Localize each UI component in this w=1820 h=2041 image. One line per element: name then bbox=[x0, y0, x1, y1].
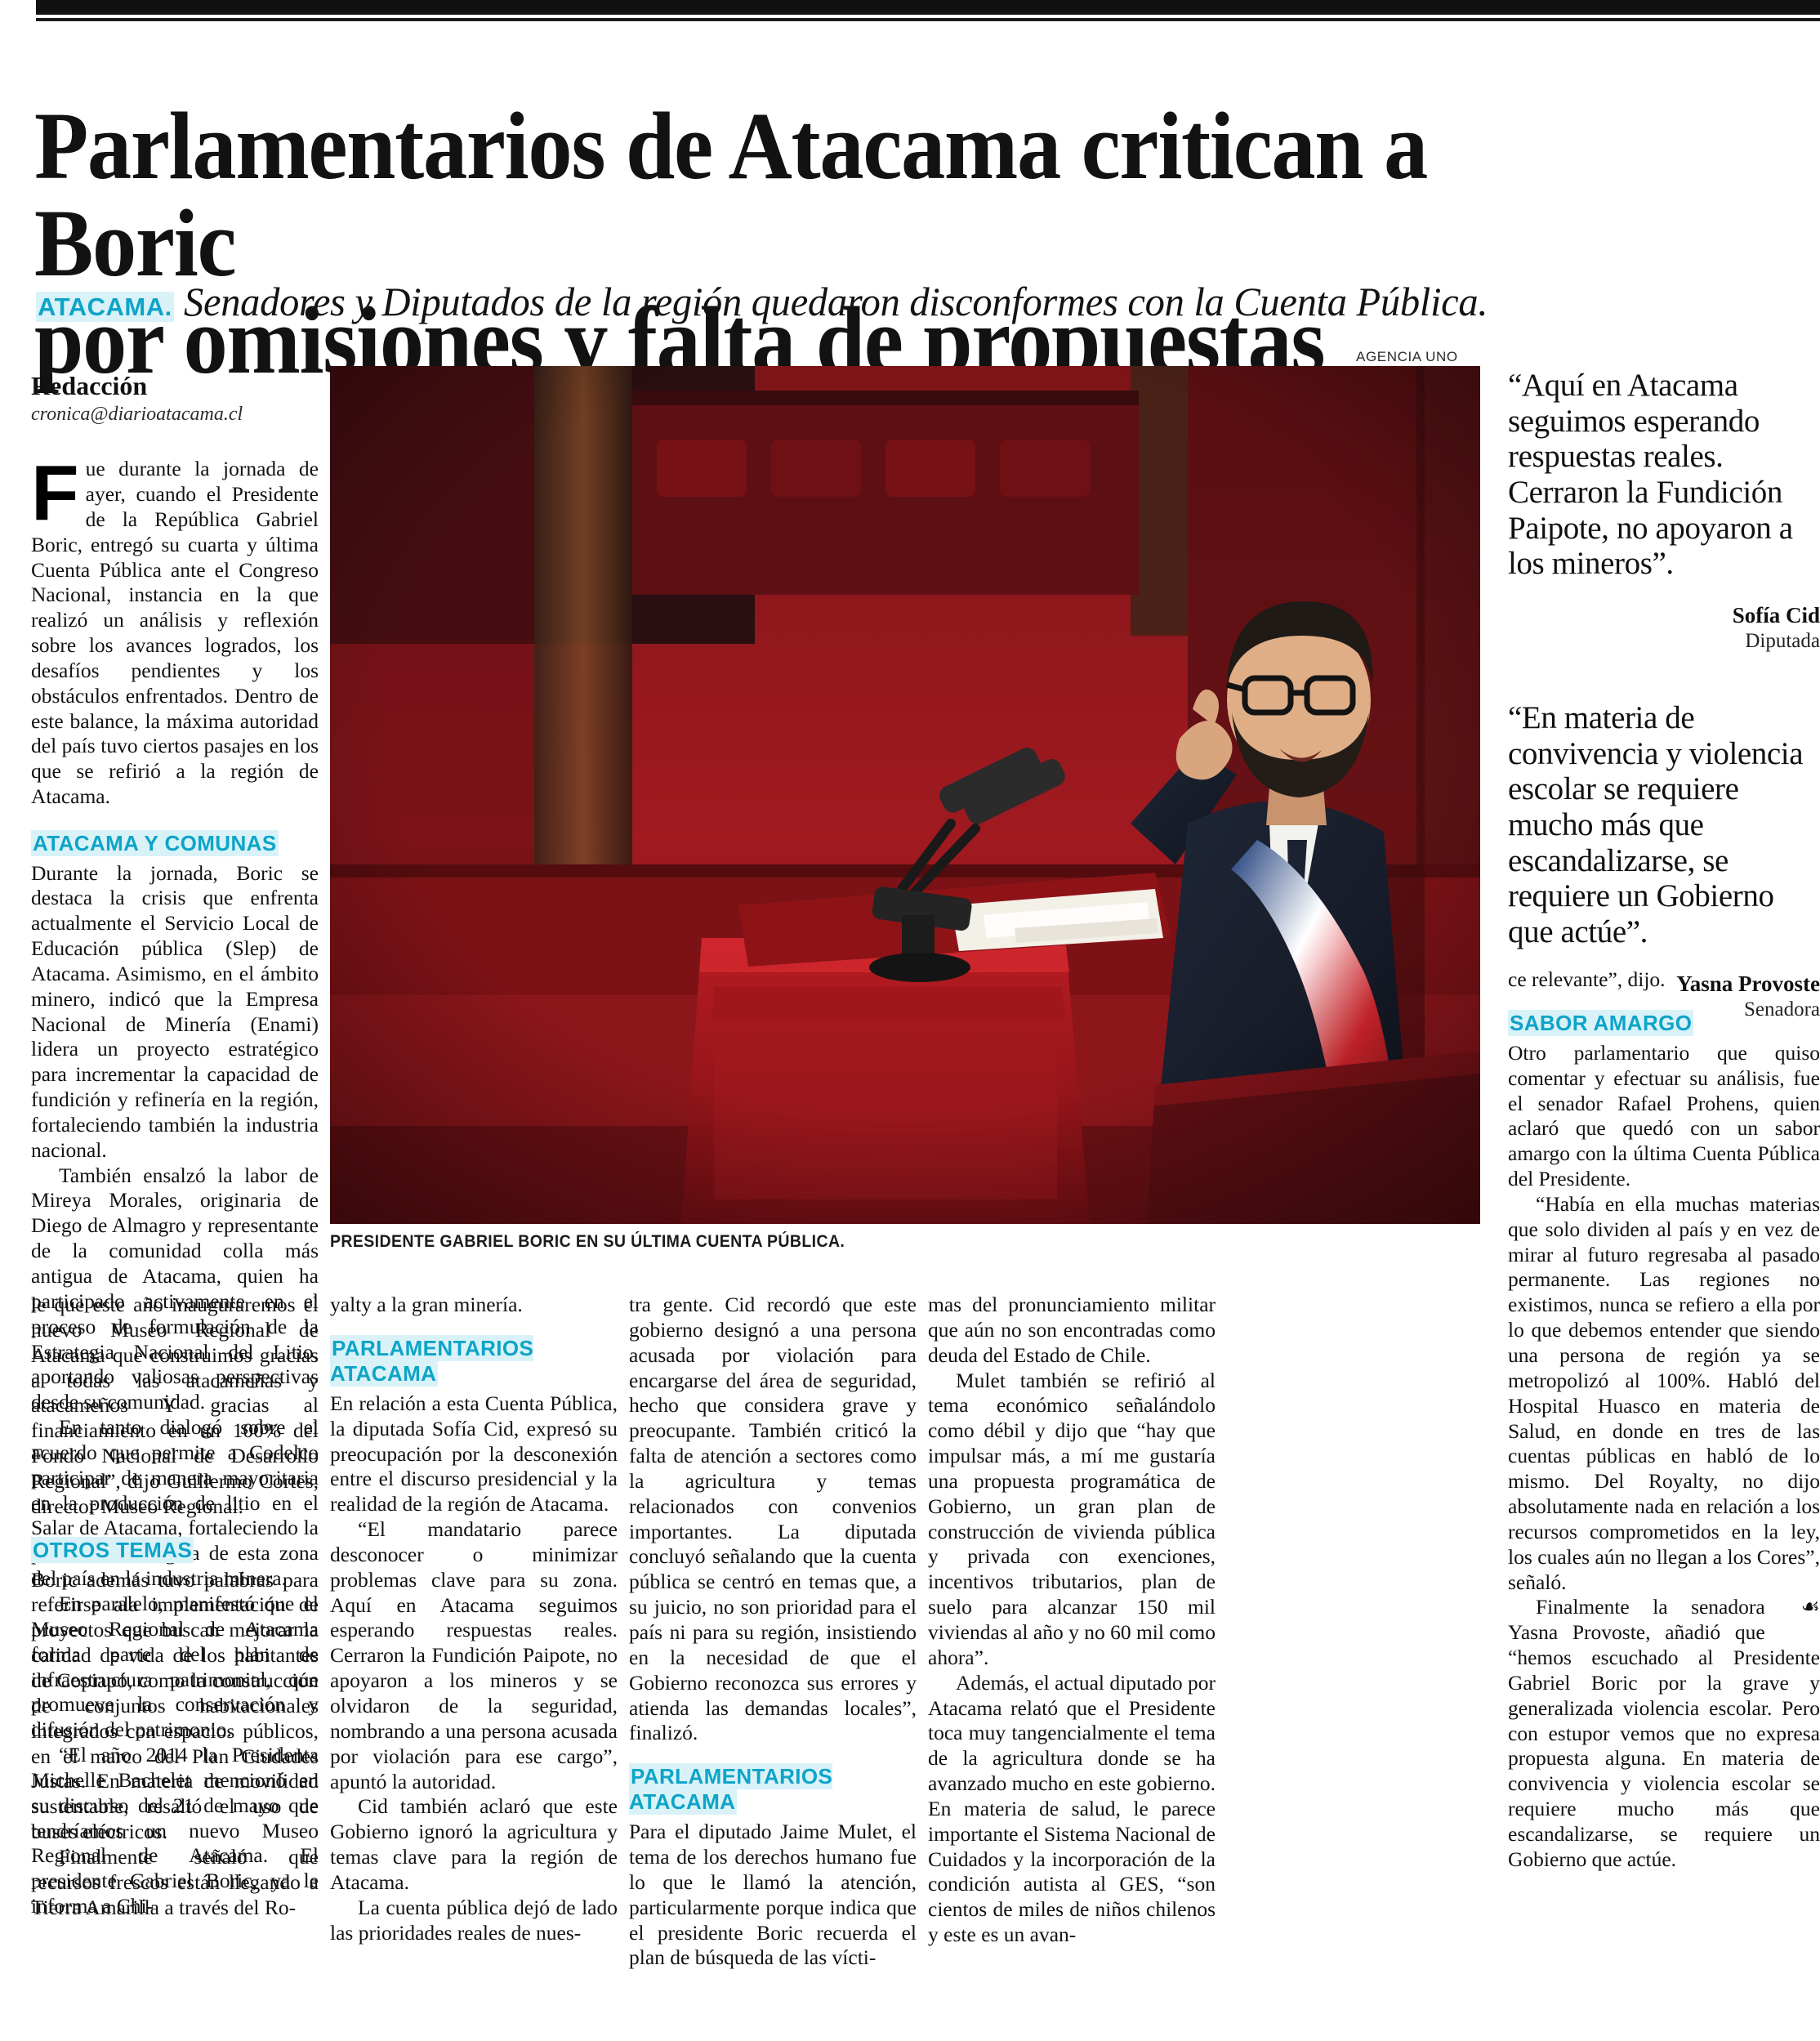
pull-quote-role: Diputada bbox=[1745, 630, 1820, 653]
paragraph: Para el diputado Jaime Mulet, el tema de… bbox=[629, 1820, 917, 1970]
paragraph: Durante la jornada, Boric se destaca la … bbox=[31, 860, 319, 1162]
pull-quote-1: “Aquí en Atacama seguimos esperando resp… bbox=[1508, 368, 1820, 653]
end-mark-ornament: ☙ bbox=[1800, 1595, 1820, 1620]
paragraph: Además, el actual diputado por Atacama r… bbox=[928, 1670, 1216, 1947]
section-heading-wrap-otros-temas: OTROS TEMAS bbox=[31, 1536, 319, 1563]
byline-author: Redacción bbox=[31, 371, 148, 400]
paragraph: También ensalzó la labor de Mireya Moral… bbox=[31, 1163, 319, 1414]
paragraph: “El año 2014 la Presidenta Michelle Bach… bbox=[31, 1743, 319, 1918]
paragraph: En paralelo, manifestó que el Museo Regi… bbox=[31, 1591, 319, 1742]
section-heading-sabor-amargo: SABOR AMARGO bbox=[1508, 1009, 1694, 1036]
section-heading-wrap-parlamentarios-atacama-1: PARLAMENTARIOS ATACAMA bbox=[330, 1334, 618, 1387]
page-top-rule bbox=[36, 0, 1820, 15]
rail-spacer bbox=[1508, 653, 1820, 700]
photo-caption: PRESIDENTE GABRIEL BORIC EN SU ÚLTIMA CU… bbox=[330, 1232, 845, 1251]
bottom-column-3: tra gente. Cid recordó que este gobierno… bbox=[629, 1293, 917, 1971]
paragraph-with-endmark: ☙ Finalmente la senadora Yasna Provoste, … bbox=[1508, 1595, 1820, 1872]
bottom-column-grid: le que este año inauguraremos el nuevo M… bbox=[31, 1293, 1820, 2041]
paragraph: Cid también aclaró que este Gobierno ign… bbox=[330, 1794, 618, 1894]
bottom-column-2: yalty a la gran minería. PARLAMENTARIOS … bbox=[330, 1293, 618, 1945]
pull-quote-author: Yasna Provoste bbox=[1676, 971, 1820, 996]
bottom-column-4: mas del pronunciamiento militar que aún … bbox=[928, 1293, 1216, 1948]
paragraph: En relación a esta Cuenta Pública, la di… bbox=[330, 1391, 618, 1516]
byline-email[interactable]: cronica@diarioatacama.cl bbox=[31, 404, 243, 426]
section-heading-parlamentarios-atacama: PARLAMENTARIOS ATACAMA bbox=[330, 1334, 534, 1387]
section-heading-parlamentarios-atacama: PARLAMENTARIOS ATACAMA bbox=[629, 1763, 833, 1815]
paragraph-text: Finalmente la senadora Yasna Provoste, a… bbox=[1508, 1595, 1820, 1871]
section-heading-atacama-y-comunas: ATACAMA Y COMUNAS bbox=[31, 829, 279, 856]
article-lede: Fue durante la jornada de ayer, cuando e… bbox=[31, 449, 319, 809]
pull-quote-text: “Aquí en Atacama seguimos esperando resp… bbox=[1508, 368, 1793, 582]
photo-credit: AGENCIA UNO bbox=[1356, 349, 1458, 364]
article-photo bbox=[330, 366, 1480, 1224]
article-deck: ATACAMA. Senadores y Diputados de la regi… bbox=[36, 278, 1800, 325]
right-column-continuation: ce relevante”, dijo. SABOR AMARGO Otro p… bbox=[1508, 967, 1820, 1873]
paragraph: tra gente. Cid recordó que este gobierno… bbox=[629, 1293, 917, 1745]
paragraph: “El mandatario parece desconocer o minim… bbox=[330, 1517, 618, 1793]
paragraph: Otro parlamentario que quiso comentar y … bbox=[1508, 1040, 1820, 1191]
section-heading-wrap-0: ATACAMA Y COMUNAS bbox=[31, 829, 319, 856]
paragraph: mas del pronunciamiento militar que aún … bbox=[928, 1293, 1216, 1367]
section-heading-wrap-parlamentarios-atacama-2: PARLAMENTARIOS ATACAMA bbox=[629, 1763, 917, 1815]
deck-subtitle: Senadores y Diputados de la región queda… bbox=[183, 279, 1488, 324]
paragraph: Boric además tuvo palabras para referirs… bbox=[31, 1567, 319, 1844]
deck-kicker-atacama: ATACAMA. bbox=[36, 292, 174, 322]
headline-line-1: Parlamentarios de Atacama critican a Bor… bbox=[34, 92, 1428, 297]
paragraph: “Había en ella muchas materias que solo … bbox=[1508, 1191, 1820, 1594]
paragraph: Mulet también se refirió al tema económi… bbox=[928, 1368, 1216, 1669]
pull-quote-role: Senadora bbox=[1743, 998, 1820, 1020]
page-headline: Parlamentarios de Atacama critican a Bor… bbox=[34, 97, 1643, 390]
pull-quote-text: “En materia de convivencia y violencia e… bbox=[1508, 700, 1804, 950]
paragraph: le que este año inauguraremos el nuevo M… bbox=[31, 1293, 319, 1518]
pull-quote-2: “En materia de convivencia y violencia e… bbox=[1508, 700, 1820, 1021]
section-heading-otros-temas: OTROS TEMAS bbox=[31, 1536, 194, 1563]
paragraph: ce relevante”, dijo. bbox=[1508, 967, 1666, 991]
paragraph: Finalmente señaló que recursos frescos e… bbox=[31, 1844, 319, 1919]
paragraph: La cuenta pública dejó de lado las prior… bbox=[330, 1895, 618, 1945]
section-heading-wrap-sabor-amargo: SABOR AMARGO bbox=[1508, 1009, 1820, 1036]
left-column-top: Redacción cronica@diarioatacama.cl Fue d… bbox=[31, 371, 319, 1919]
pull-quote-author: Sofía Cid bbox=[1732, 603, 1820, 628]
page-top-rule-thin bbox=[36, 18, 1820, 21]
pull-quote-rail: “Aquí en Atacama seguimos esperando resp… bbox=[1508, 368, 1820, 1021]
paragraph: yalty a la gran minería. bbox=[330, 1293, 523, 1316]
bottom-column-1: le que este año inauguraremos el nuevo M… bbox=[31, 1293, 319, 1920]
